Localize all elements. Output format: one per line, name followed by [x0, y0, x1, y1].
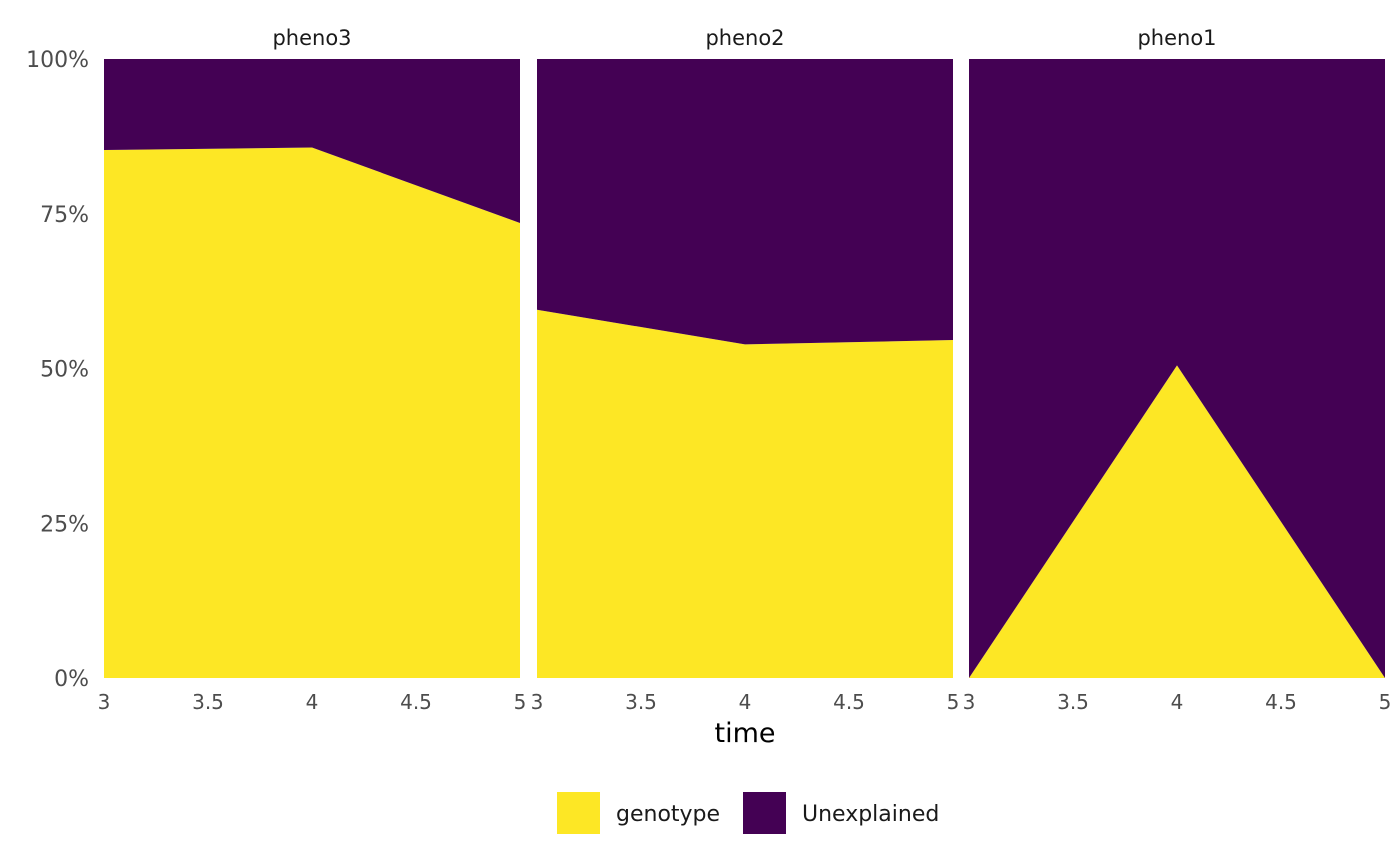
legend-swatch [557, 792, 600, 834]
panel-pheno1: pheno1 3 3.5 4 4.5 5 [963, 26, 1392, 714]
legend-item-genotype: genotype [557, 792, 720, 834]
x-tick-label: 5 [1379, 690, 1392, 714]
x-tick-label: 4.5 [833, 690, 865, 714]
x-tick-label: 3.5 [625, 690, 657, 714]
area-genotype [969, 365, 1385, 678]
panel-title: pheno1 [1137, 26, 1216, 50]
area-genotype [104, 147, 520, 678]
area-unexplained [104, 59, 520, 224]
area-unexplained [537, 59, 953, 345]
y-tick-label: 50% [40, 358, 89, 383]
y-tick-label: 0% [54, 667, 89, 692]
x-tick-label: 3 [963, 690, 976, 714]
panel-pheno3: pheno3 3 3.5 4 4.5 5 [98, 26, 527, 714]
panel-title: pheno2 [705, 26, 784, 50]
legend-label: Unexplained [802, 802, 939, 827]
x-axis-title: time [714, 718, 775, 749]
x-tick-label: 4 [739, 690, 752, 714]
area-genotype [537, 309, 953, 678]
area-unexplained [969, 59, 1385, 678]
x-tick-label: 3.5 [1057, 690, 1089, 714]
y-tick-label: 75% [40, 203, 89, 228]
facet-panels: pheno3 3 3.5 4 4.5 5 pheno2 3 3.5 4 4.5 5 pheno1 3 3.5… [98, 26, 1392, 714]
x-tick-label: 4 [1171, 690, 1184, 714]
legend-swatch [743, 792, 786, 834]
legend-label: genotype [616, 802, 720, 827]
x-tick-label: 3 [531, 690, 544, 714]
y-tick-label: 100% [26, 48, 89, 73]
x-tick-label: 3 [98, 690, 111, 714]
x-tick-label: 4.5 [1265, 690, 1297, 714]
panel-pheno2: pheno2 3 3.5 4 4.5 5 [531, 26, 960, 714]
y-tick-label: 25% [40, 512, 89, 537]
y-axis: 0% 25% 50% 75% 100% [26, 48, 89, 692]
panel-title: pheno3 [272, 26, 351, 50]
legend: genotype Unexplained [557, 792, 939, 834]
x-tick-label: 4.5 [400, 690, 432, 714]
x-tick-label: 3.5 [192, 690, 224, 714]
x-tick-label: 5 [514, 690, 527, 714]
legend-item-unexplained: Unexplained [743, 792, 939, 834]
x-tick-label: 4 [306, 690, 319, 714]
x-tick-label: 5 [947, 690, 960, 714]
